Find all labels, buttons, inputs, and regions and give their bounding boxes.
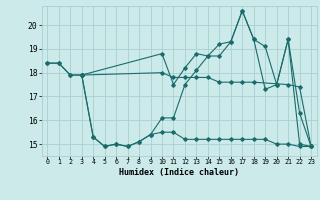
X-axis label: Humidex (Indice chaleur): Humidex (Indice chaleur) (119, 168, 239, 177)
